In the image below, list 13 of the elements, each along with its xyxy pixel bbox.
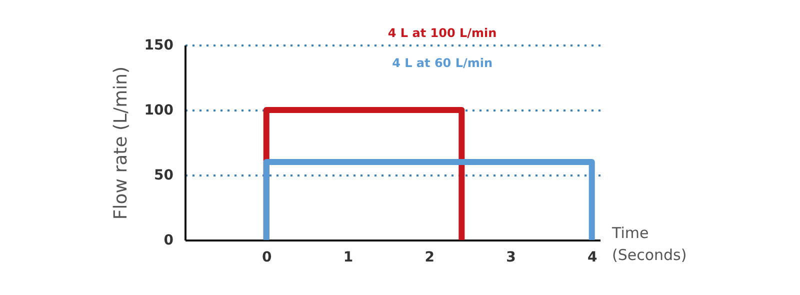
y-tick-label: 150 — [144, 38, 174, 54]
x-tick-label: 2 — [424, 250, 434, 266]
x-axis-title: Time (Seconds) — [611, 224, 687, 264]
y-tick-label: 100 — [144, 102, 174, 118]
x-tick-label: 4 — [587, 250, 598, 266]
x-tick-label: 0 — [262, 250, 272, 266]
y-axis-title: Flow rate (L/min) — [110, 66, 132, 220]
text: 4 L at 100 L/min — [388, 26, 497, 40]
y-tick-label: 50 — [154, 168, 174, 184]
y-tick-label: 0 — [164, 232, 174, 248]
text: 4 L at 60 L/min — [392, 56, 493, 70]
x-tick-label: 1 — [343, 250, 354, 266]
x-tick-label: 3 — [506, 250, 516, 266]
